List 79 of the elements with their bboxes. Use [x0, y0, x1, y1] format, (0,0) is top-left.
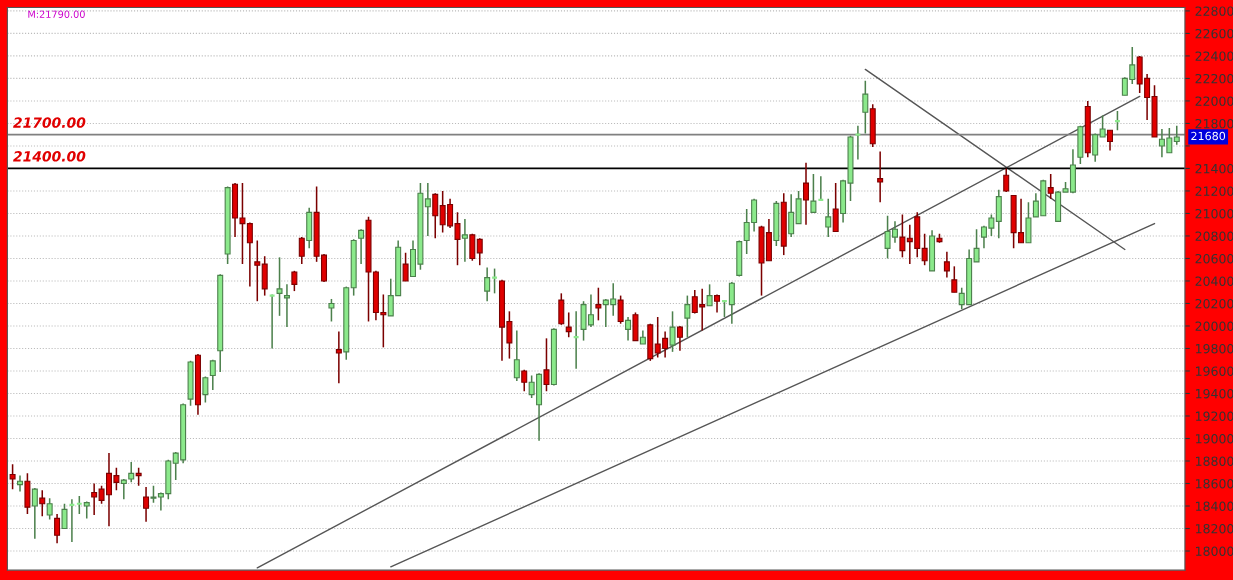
candlestick — [676, 325, 683, 352]
candlestick — [1173, 124, 1180, 146]
y-tick-label: 22000 — [1195, 96, 1233, 106]
y-tick-label: 20200 — [1195, 298, 1233, 309]
candlestick — [46, 497, 53, 521]
candlestick — [9, 463, 16, 490]
candlestick — [543, 337, 550, 392]
y-tick-label: 22600 — [1195, 28, 1233, 39]
candlestick — [61, 502, 68, 530]
candlestick — [461, 218, 468, 263]
candlestick — [17, 474, 24, 493]
candlestick — [402, 252, 409, 282]
candlestick — [476, 237, 483, 266]
candlestick — [39, 489, 46, 517]
candlestick — [31, 487, 38, 540]
y-tick-label: 20800 — [1195, 231, 1233, 241]
y-tick-label: 21000 — [1195, 208, 1233, 219]
candlestick — [283, 283, 290, 328]
candlestick — [1047, 173, 1054, 200]
candlestick — [254, 239, 261, 302]
candlestick — [328, 298, 335, 323]
candlestick — [625, 316, 632, 342]
candlestick — [669, 310, 676, 353]
y-tick-label: 19000 — [1196, 433, 1233, 444]
candlestick — [202, 375, 209, 404]
candlestick — [135, 466, 142, 487]
y-tick-label: 21200 — [1195, 186, 1233, 196]
candlestick — [706, 283, 713, 307]
candlestick — [358, 228, 365, 265]
candlestick — [899, 213, 906, 259]
candlestick — [1107, 129, 1114, 152]
y-tick-label: 18800 — [1196, 456, 1233, 466]
candlestick — [617, 294, 624, 325]
text: 21680 — [1191, 131, 1226, 141]
candlestick — [825, 198, 832, 238]
candlestick — [484, 266, 491, 302]
candlestick — [595, 286, 602, 322]
candlestick — [565, 311, 572, 338]
candlestick — [335, 330, 342, 385]
y-tick-label: 21400 — [1195, 163, 1233, 174]
annotation: M:21790.00 — [28, 10, 85, 18]
candlestick — [921, 232, 928, 266]
y-tick-label: 22200 — [1195, 73, 1233, 84]
candlestick — [209, 358, 216, 391]
y-tick-label: 18400 — [1196, 501, 1233, 511]
candlestick — [558, 292, 565, 326]
y-tick-label: 20000 — [1195, 321, 1233, 331]
y-tick-label: 18000 — [1196, 546, 1233, 556]
candlestick — [877, 150, 884, 203]
ref-line-label: 21400.00 — [13, 151, 86, 162]
y-tick-label: 19400 — [1196, 388, 1233, 399]
y-tick-label: 18200 — [1196, 523, 1233, 534]
y-tick-label: 19200 — [1196, 411, 1233, 421]
candlestick — [298, 236, 305, 265]
candlestick — [432, 192, 439, 239]
candlestick — [276, 256, 283, 317]
y-tick-label: 21800 — [1195, 118, 1233, 129]
candlestick — [684, 294, 691, 338]
candlestick — [728, 281, 735, 325]
y-tick-label: 18600 — [1196, 478, 1233, 489]
y-tick-label: 22400 — [1195, 51, 1233, 61]
candlestick — [951, 265, 958, 293]
y-tick-label: 20600 — [1195, 253, 1233, 264]
candlestick — [1092, 132, 1099, 163]
y-tick-label: 20400 — [1195, 276, 1233, 286]
ref-line-label: 21700.00 — [13, 117, 86, 128]
candlestick — [54, 513, 61, 544]
y-tick-label: 19600 — [1196, 366, 1233, 376]
candlestick — [862, 79, 869, 135]
y-tick-label: 19800 — [1196, 343, 1233, 354]
candlestick — [832, 182, 839, 233]
candlestick — [513, 329, 520, 382]
candlestick — [803, 162, 810, 226]
candlestick — [943, 250, 950, 279]
y-tick-label: 22800 — [1195, 6, 1233, 16]
candlestick — [469, 232, 476, 262]
candlestick — [714, 293, 721, 314]
candlestick — [143, 486, 150, 523]
candlestick — [1099, 114, 1106, 138]
